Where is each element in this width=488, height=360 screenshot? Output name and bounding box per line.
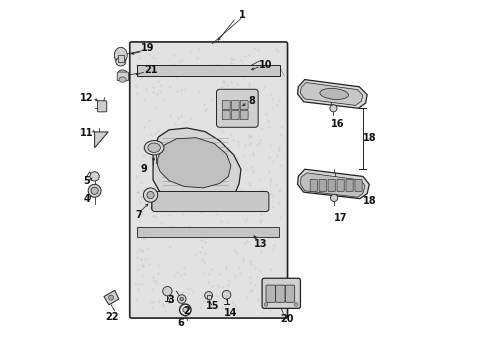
Text: 18: 18	[363, 133, 376, 143]
FancyBboxPatch shape	[262, 278, 300, 309]
FancyBboxPatch shape	[129, 42, 287, 318]
Bar	[137, 65, 280, 76]
Text: 22: 22	[105, 312, 118, 322]
Polygon shape	[300, 173, 364, 197]
Circle shape	[163, 287, 172, 296]
Text: 6: 6	[177, 319, 184, 328]
Text: 19: 19	[141, 43, 154, 53]
Circle shape	[330, 194, 337, 202]
Circle shape	[108, 295, 113, 300]
Circle shape	[90, 172, 99, 181]
Circle shape	[177, 295, 185, 303]
FancyBboxPatch shape	[231, 111, 239, 120]
Ellipse shape	[147, 143, 160, 152]
Text: 12: 12	[80, 93, 93, 103]
Circle shape	[91, 187, 98, 194]
Ellipse shape	[117, 70, 127, 78]
Text: 15: 15	[206, 301, 219, 311]
Polygon shape	[94, 132, 108, 148]
FancyBboxPatch shape	[336, 179, 344, 192]
FancyBboxPatch shape	[275, 285, 285, 302]
Polygon shape	[297, 80, 366, 108]
Text: 2: 2	[183, 306, 190, 316]
Text: 13: 13	[253, 239, 267, 249]
Circle shape	[88, 184, 101, 197]
Text: 1: 1	[239, 10, 245, 20]
Circle shape	[222, 291, 230, 299]
Text: 11: 11	[80, 129, 93, 138]
FancyBboxPatch shape	[240, 100, 247, 110]
Polygon shape	[297, 169, 368, 199]
Text: 21: 21	[143, 64, 157, 75]
Circle shape	[179, 304, 191, 316]
Text: 8: 8	[248, 96, 255, 106]
Text: 14: 14	[224, 309, 237, 318]
FancyBboxPatch shape	[240, 111, 247, 120]
Text: 10: 10	[259, 60, 272, 70]
Text: 4: 4	[83, 194, 90, 204]
FancyBboxPatch shape	[346, 179, 352, 192]
Circle shape	[294, 303, 297, 306]
FancyBboxPatch shape	[265, 285, 275, 302]
FancyBboxPatch shape	[222, 111, 230, 120]
Bar	[206, 296, 211, 299]
Ellipse shape	[119, 77, 126, 82]
Polygon shape	[153, 128, 241, 207]
Polygon shape	[300, 82, 362, 105]
Text: 16: 16	[330, 120, 344, 129]
FancyBboxPatch shape	[285, 285, 294, 302]
Circle shape	[264, 303, 267, 306]
Ellipse shape	[116, 57, 125, 66]
Bar	[118, 55, 123, 62]
Polygon shape	[158, 138, 230, 188]
FancyBboxPatch shape	[97, 101, 106, 112]
Circle shape	[143, 188, 158, 202]
FancyBboxPatch shape	[231, 100, 239, 110]
Text: 17: 17	[333, 213, 346, 222]
Text: 7: 7	[135, 210, 142, 220]
FancyBboxPatch shape	[319, 179, 325, 192]
FancyBboxPatch shape	[216, 89, 258, 127]
FancyBboxPatch shape	[354, 179, 362, 192]
Text: 5: 5	[83, 176, 90, 186]
Circle shape	[180, 297, 183, 301]
Circle shape	[147, 192, 154, 199]
Circle shape	[183, 307, 187, 312]
Polygon shape	[104, 291, 119, 305]
Text: 20: 20	[280, 314, 293, 324]
Circle shape	[204, 292, 212, 300]
FancyBboxPatch shape	[222, 100, 230, 110]
Circle shape	[329, 105, 336, 112]
Text: 18: 18	[363, 196, 376, 206]
Bar	[137, 226, 278, 237]
Ellipse shape	[144, 140, 163, 155]
FancyBboxPatch shape	[117, 72, 128, 81]
Text: 3: 3	[167, 295, 174, 305]
Ellipse shape	[114, 47, 127, 63]
FancyBboxPatch shape	[309, 179, 317, 192]
FancyBboxPatch shape	[327, 179, 335, 192]
FancyBboxPatch shape	[152, 192, 268, 212]
Text: 9: 9	[141, 163, 147, 174]
Ellipse shape	[319, 89, 348, 99]
